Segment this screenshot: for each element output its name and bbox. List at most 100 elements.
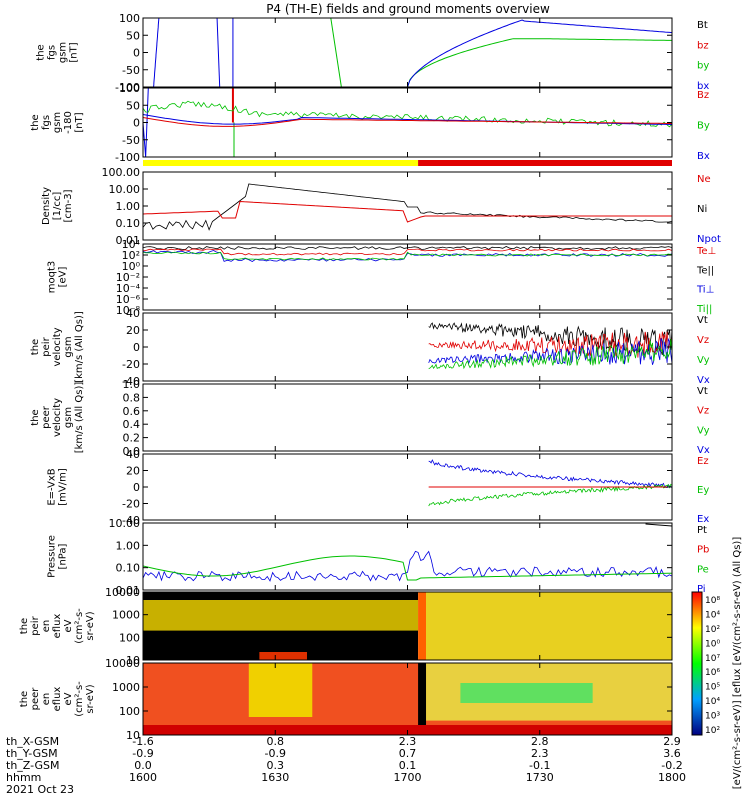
colorbar-group: 10⁸ 10⁴ 10² 10⁰ 10⁷ 10⁶ 10⁵ 10⁴ 10³ 10² [eV/(cm²-s… [691,537,743,789]
y-tick-label: 40 [126,448,140,461]
spectrogram-blob [460,683,593,703]
ylabel-line: [1/cc] [52,192,63,221]
y-tick-label: 0.01 [116,234,141,247]
y-tick-label: 10 [126,654,140,667]
legend-entry: Ni [697,204,707,215]
ylabel-line: velocity [52,398,63,437]
ylabel-line: (cm²-s- [74,608,85,644]
ylabel-line: [km/s (All Qs)] [74,382,85,454]
ylabel-line: [km/s (All Qs)] [74,311,85,383]
footer-value: -0.2 [661,759,682,772]
y-tick-label: 40 [126,307,140,320]
y-tick-label: 10⁻⁶ [116,293,141,306]
ylabel-line: eV [63,619,74,632]
y-tick-label: 0.4 [123,418,141,431]
y-tick-label: -40 [122,375,140,388]
y-tick-label: 50 [126,29,140,42]
footer-value: 0.8 [267,735,285,748]
ylabel-line: en [41,620,52,633]
ylabel-line: [mV/m] [58,468,69,506]
y-tick-label: 0 [133,481,140,494]
footer-value: 0.7 [399,747,417,760]
series-tipar [143,251,672,261]
ylabel-line: Pressure [47,535,58,578]
legend-entry: Ey [697,485,709,496]
y-tick-label: -20 [122,498,140,511]
y-tick-label: 100 [119,82,140,95]
panel-2-content [143,88,672,157]
region-red [418,160,672,166]
ylabel-line: E=-VxB [47,468,58,505]
y-tick-label: 10⁰ [122,260,141,273]
y-tick-label: -100 [115,151,140,164]
footer-value: 2.3 [531,747,549,760]
ylabel-line: en [41,693,52,706]
series-pt [645,523,672,527]
colorbar-tick: 10² [705,726,720,736]
footer-row-label: th_Y-GSM [6,747,58,760]
footer-row-label: th_Z-GSM [6,759,60,772]
y-tick-label: 10⁻⁸ [116,304,141,317]
panel-1-frame [142,17,673,88]
series-bz [143,117,672,127]
ylabel-line: peir [41,336,52,356]
footer-value: 0.1 [399,759,417,772]
ylabel-line: peer [30,687,41,711]
ylabel-line: peer [41,405,52,429]
panel-9: the peir en eflux eV (cm²-s-sr-eV) 10000 1000 10… [19,586,673,667]
colorbar-tick: 10⁷ [705,654,720,664]
legend-entry: Bx [697,151,710,162]
panel-7: E=-VxB [mV/m] 40 20 0 -20 -40 Ez Ey Ex [47,448,710,527]
y-tick-label: 1.00 [116,200,141,213]
ylabel-line: the [30,114,41,130]
panel-1: the fgs gsm [nT] 100 50 0 -50 -100 Bt bz by bx [36,12,710,94]
legend-entry: by [697,61,709,72]
y-tick-label: 0.01 [116,584,141,597]
footer-value: 1630 [261,771,289,784]
spectrogram-gap [418,663,427,735]
ylabel-line: the [30,339,41,355]
panel-3-frame [142,171,673,241]
footer-value: 0.0 [134,759,152,772]
y-tick-label: 100 [119,12,140,25]
series-vy [428,338,672,370]
footer-value: 1800 [658,771,686,784]
spectrogram-bg [426,592,672,660]
legend-entry: bz [697,40,709,51]
y-tick-label: 10.00 [109,183,141,196]
legend-entry: Vt [697,386,708,397]
panel-6-frame [142,383,673,452]
y-tick-label: 10⁴ [122,238,141,251]
ylabel-line: (cm²-s- [74,681,85,717]
y-tick-label: 10² [122,249,140,262]
y-tick-label: 10 [126,729,140,742]
y-tick-label: 0.6 [123,405,141,418]
spectrogram-blob [259,652,307,660]
legend-entry: Vz [697,406,709,417]
footer-value: 0.3 [267,759,285,772]
y-tick-label: 1000 [112,681,140,694]
y-tick-label: 0 [133,341,140,354]
footer-date: 2021 Oct 23 [6,783,74,796]
y-tick-label: 10000 [105,586,140,599]
series-bx [407,19,672,87]
footer-value: 3.6 [663,747,681,760]
ylabel-line: [nPa] [58,543,69,569]
footer-value: -0.9 [265,747,286,760]
series-pe [143,555,672,581]
ylabel-line: sr-eV) [85,684,96,713]
series-by [330,18,342,87]
colorbar-tick: 10⁸ [705,596,720,606]
legend-entry: Vx [697,375,710,386]
legend-entry: Pb [697,545,709,556]
y-tick-label: 0.10 [116,217,141,230]
series-ni [143,183,672,231]
ylabel-line: the [19,618,30,634]
y-tick-label: -40 [122,514,140,527]
panel-7-content [428,459,672,507]
ylabel-line: peir [30,615,41,635]
ylabel-line: [nT] [74,112,85,132]
ylabel-line: Density [41,187,52,225]
